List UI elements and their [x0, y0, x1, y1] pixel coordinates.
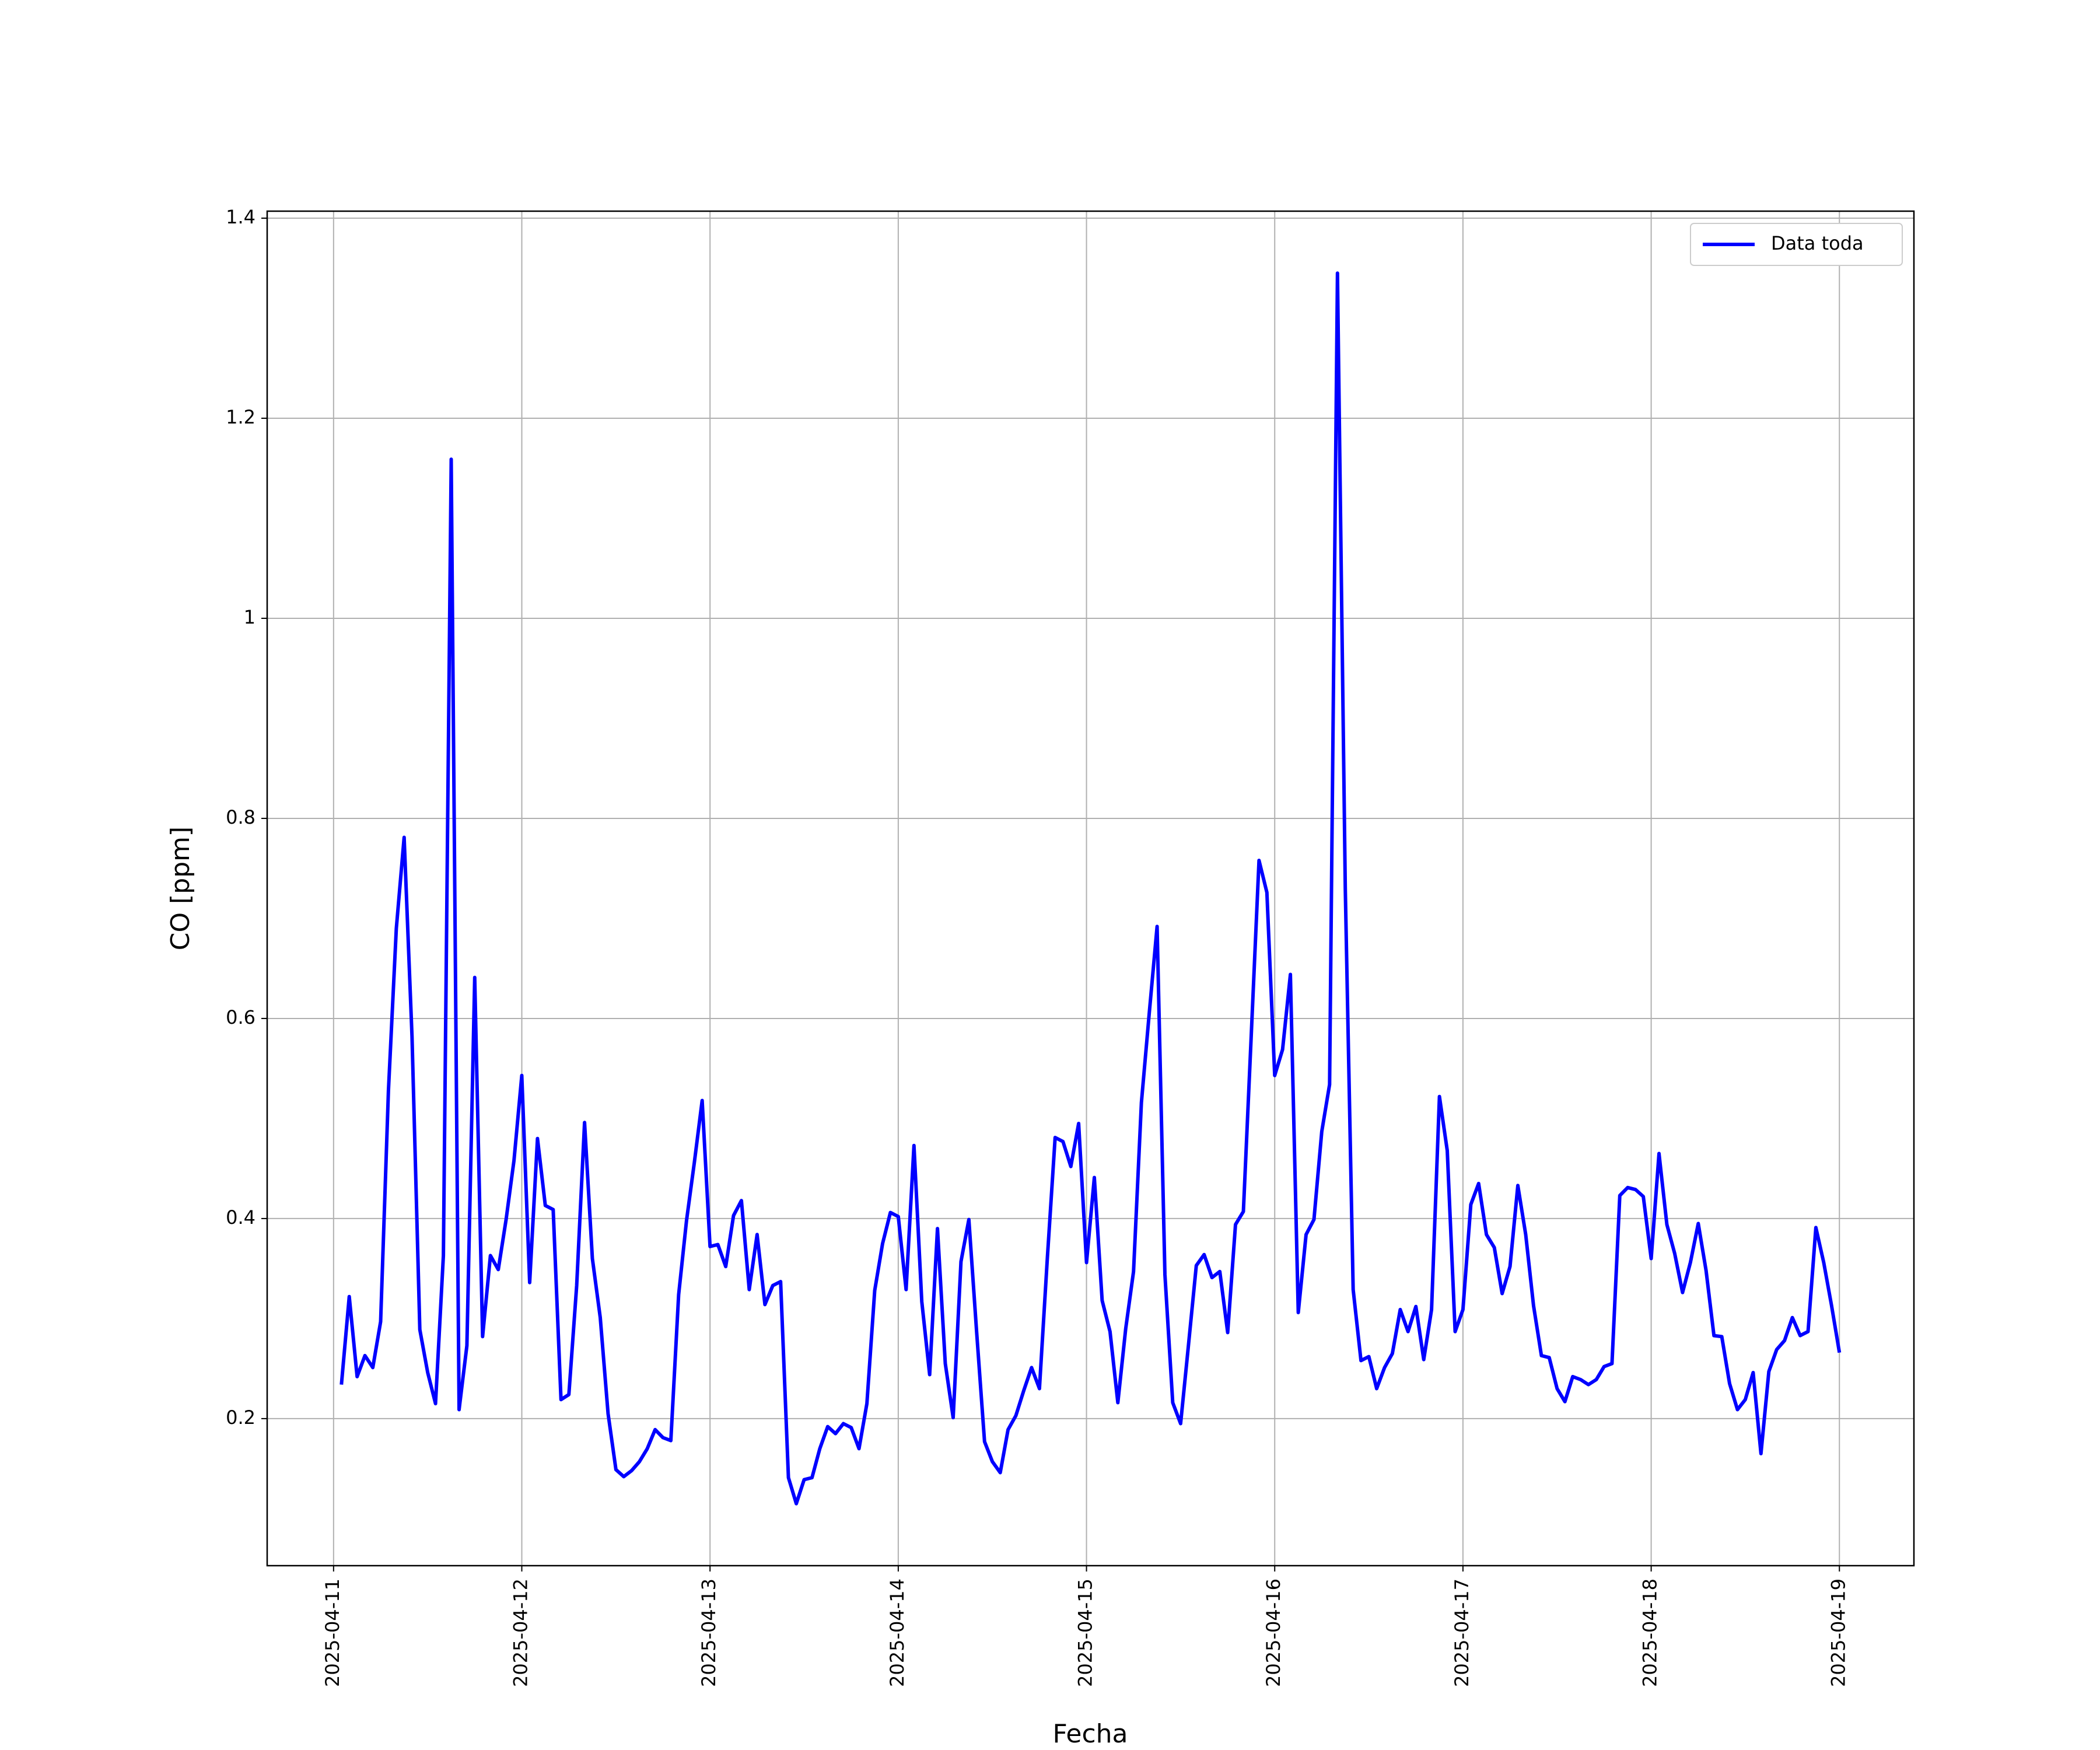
legend-label: Data toda: [1771, 232, 1864, 254]
y-axis-label: CO [ppm]: [166, 827, 195, 950]
y-tick-label: 0.2: [226, 1406, 256, 1429]
x-tick-label: 2025-04-14: [886, 1578, 908, 1687]
x-axis-label: Fecha: [1052, 1719, 1128, 1749]
x-tick-label: 2025-04-12: [510, 1578, 532, 1687]
x-tick-label: 2025-04-13: [698, 1578, 720, 1687]
y-tick-label: 0.6: [226, 1006, 256, 1028]
y-tick-label: 1.2: [226, 406, 256, 428]
y-tick-label: 1.4: [226, 206, 256, 228]
data-line: [340, 271, 1842, 1506]
x-tick-label: 2025-04-19: [1827, 1578, 1849, 1687]
x-tick-label: 2025-04-16: [1262, 1578, 1284, 1687]
axes-frame: [266, 210, 1915, 1567]
y-tick-label: 1: [244, 606, 256, 628]
x-tick-label: 2025-04-18: [1639, 1578, 1661, 1687]
y-tick-label: 0.8: [226, 806, 256, 828]
x-tick-label: 2025-04-11: [321, 1578, 344, 1687]
x-tick-label: 2025-04-15: [1074, 1578, 1097, 1687]
y-tick-label: 0.4: [226, 1206, 256, 1228]
legend: Data toda: [1690, 223, 1903, 266]
x-tick-label: 2025-04-17: [1451, 1578, 1473, 1687]
legend-box: [1690, 223, 1903, 266]
